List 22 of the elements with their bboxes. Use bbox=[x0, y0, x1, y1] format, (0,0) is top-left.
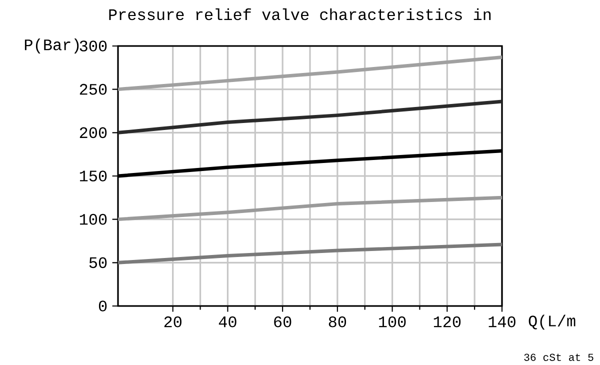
chart-title: Pressure relief valve characteristics in bbox=[109, 8, 491, 20]
x-tick-label: 80 bbox=[328, 316, 346, 328]
text: 36 cSt at 5 bbox=[524, 354, 594, 361]
y-tick-label: 100 bbox=[80, 214, 107, 225]
line-series bbox=[118, 242, 502, 264]
x-tick-label: 120 bbox=[434, 316, 461, 328]
x-tick-label: 20 bbox=[164, 316, 182, 328]
x-tick-label: 40 bbox=[218, 316, 236, 328]
line-series bbox=[118, 100, 502, 134]
x-tick-label: 100 bbox=[379, 316, 406, 328]
y-tick-label: 250 bbox=[80, 84, 107, 95]
x-tick-label: 60 bbox=[274, 316, 292, 328]
x-axis-title: Q(L/m bbox=[528, 314, 576, 330]
y-tick-label: 50 bbox=[89, 257, 107, 268]
y-tick-label: 0 bbox=[98, 300, 107, 312]
line-series bbox=[118, 55, 502, 91]
x-tick-label: 140 bbox=[488, 316, 516, 328]
y-tick-label: 200 bbox=[80, 127, 107, 138]
y-tick-label: 300 bbox=[80, 40, 107, 52]
line-series bbox=[118, 196, 502, 221]
y-tick-label: 150 bbox=[80, 170, 107, 182]
y-axis-title: P(Bar) bbox=[24, 38, 79, 54]
